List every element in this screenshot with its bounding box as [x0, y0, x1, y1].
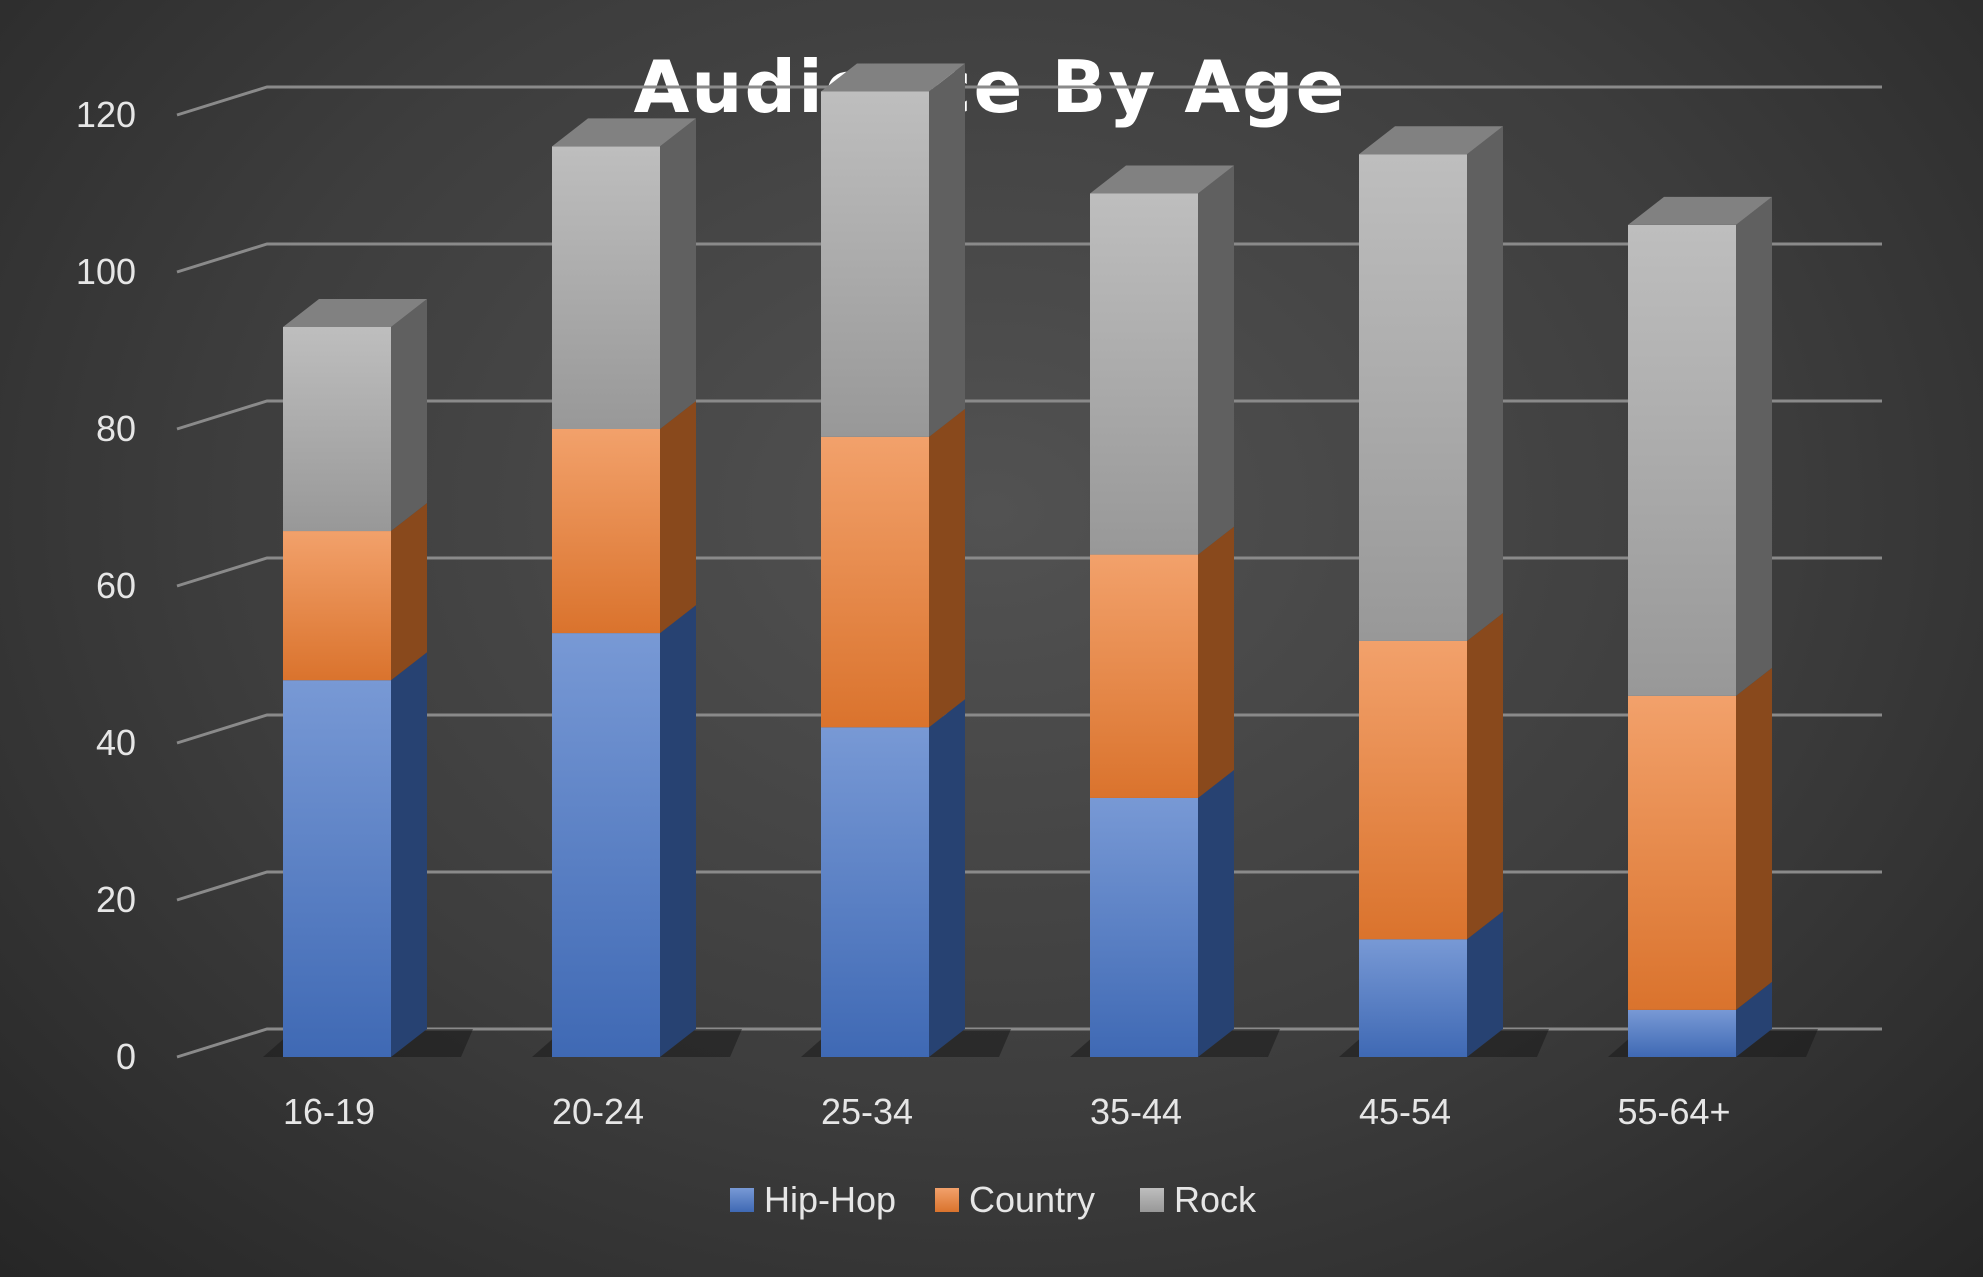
bar-front: [1628, 695, 1736, 1010]
bar-top: [552, 118, 696, 147]
bar-top: [821, 63, 965, 92]
legend-swatch: [1140, 1188, 1164, 1212]
bar-side: [1467, 126, 1503, 641]
bar-segment-rock-16-19: [283, 298, 427, 532]
bar-side: [391, 503, 427, 681]
bar-front: [552, 146, 660, 429]
x-tick-label: 45-54: [1359, 1091, 1451, 1132]
bar-segment-rock-20-24: [552, 118, 696, 430]
y-tick-label: 20: [96, 879, 136, 920]
legend-swatch: [935, 1188, 959, 1212]
bar-side: [1467, 612, 1503, 940]
bar-segment-hip-hop-55-64+: [1628, 981, 1772, 1057]
gridline: [176, 242, 1882, 274]
bar-side: [1736, 196, 1772, 696]
y-tick-label: 60: [96, 565, 136, 606]
bar-segment-hip-hop-35-44: [1090, 769, 1234, 1057]
bar-front: [1359, 640, 1467, 940]
bar-front: [821, 436, 929, 728]
bar-segment-rock-25-34: [821, 63, 965, 437]
bar-segment-country-25-34: [821, 408, 965, 728]
x-tick-label: 20-24: [552, 1091, 644, 1132]
bar-top: [1628, 196, 1772, 225]
bars: [263, 63, 1818, 1057]
bar-front: [1090, 797, 1198, 1057]
bar-top: [1359, 126, 1503, 155]
bar-segment-hip-hop-20-24: [552, 605, 696, 1057]
bar-side: [1736, 981, 1772, 1057]
bar-side: [1198, 769, 1234, 1057]
bar-segment-country-55-64+: [1628, 667, 1772, 1010]
legend-label: Hip-Hop: [764, 1179, 896, 1220]
gridline: [176, 399, 1882, 431]
x-axis-ticks: 16-19 20-24 25-34 35-44 45-54 55-64+: [283, 1091, 1731, 1132]
bar-side: [1736, 667, 1772, 1010]
legend: Hip-Hop Country Rock: [730, 1179, 1257, 1220]
bar-side: [660, 401, 696, 634]
bar-segment-rock-35-44: [1090, 165, 1234, 555]
x-tick-label: 25-34: [821, 1091, 913, 1132]
bar-segment-hip-hop-45-54: [1359, 911, 1503, 1057]
x-tick-label: 55-64+: [1617, 1091, 1730, 1132]
y-axis-ticks: 020406080100120140: [76, 94, 136, 1077]
y-tick-label: 80: [96, 408, 136, 449]
legend-item-rock: Rock: [1140, 1179, 1257, 1220]
bar-segment-hip-hop-16-19: [283, 652, 427, 1057]
bar-front: [821, 727, 929, 1057]
gridline: [176, 556, 1882, 588]
gridline: [176, 713, 1882, 745]
legend-item-country: Country: [935, 1179, 1095, 1220]
bar-front: [552, 429, 660, 634]
bar-side: [1198, 526, 1234, 798]
bar-side: [1198, 165, 1234, 555]
legend-item-hip-hop: Hip-Hop: [730, 1179, 896, 1220]
bar-side: [391, 652, 427, 1057]
bar-segment-country-20-24: [552, 401, 696, 634]
y-tick-label: 100: [76, 251, 136, 292]
legend-label: Country: [969, 1179, 1095, 1220]
bar-front: [1359, 154, 1467, 641]
bar-segment-country-45-54: [1359, 612, 1503, 940]
bar-top: [283, 298, 427, 327]
bar-front: [283, 680, 391, 1057]
gridline: [176, 870, 1882, 902]
bar-front: [1090, 554, 1198, 798]
bar-side: [1467, 911, 1503, 1057]
bar-front: [552, 633, 660, 1057]
bar-segment-country-16-19: [283, 503, 427, 681]
gridlines: [176, 85, 1882, 1059]
bar-front: [283, 531, 391, 681]
bar-top: [1090, 165, 1234, 194]
bar-side: [929, 63, 965, 437]
bar-segment-country-35-44: [1090, 526, 1234, 798]
bar-side: [929, 699, 965, 1057]
bar-side: [660, 605, 696, 1057]
bar-front: [1628, 224, 1736, 696]
legend-swatch: [730, 1188, 754, 1212]
bar-front: [1090, 193, 1198, 555]
bar-side: [660, 118, 696, 430]
bar-front: [1628, 1009, 1736, 1057]
gridline: [176, 1027, 1882, 1059]
bar-segment-rock-45-54: [1359, 126, 1503, 641]
bar-front: [283, 326, 391, 532]
y-tick-label: 40: [96, 722, 136, 763]
y-tick-label: 120: [76, 94, 136, 135]
bar-front: [1359, 939, 1467, 1057]
x-tick-label: 16-19: [283, 1091, 375, 1132]
x-tick-label: 35-44: [1090, 1091, 1182, 1132]
bar-side: [391, 298, 427, 532]
bar-segment-rock-55-64+: [1628, 196, 1772, 696]
gridline: [176, 85, 1882, 117]
bar-segment-hip-hop-25-34: [821, 699, 965, 1057]
legend-label: Rock: [1174, 1179, 1257, 1220]
bar-side: [929, 408, 965, 728]
bar-front: [821, 91, 929, 437]
y-tick-label: 0: [116, 1036, 136, 1077]
